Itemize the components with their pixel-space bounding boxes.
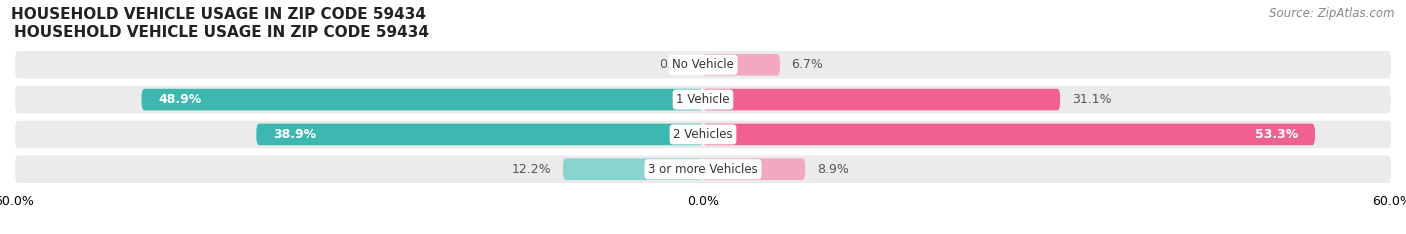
Text: 0.0%: 0.0%: [659, 58, 692, 71]
Text: 38.9%: 38.9%: [274, 128, 316, 141]
FancyBboxPatch shape: [703, 89, 1060, 110]
FancyBboxPatch shape: [14, 85, 1392, 114]
Text: 12.2%: 12.2%: [512, 163, 551, 176]
Text: Source: ZipAtlas.com: Source: ZipAtlas.com: [1270, 7, 1395, 20]
Text: HOUSEHOLD VEHICLE USAGE IN ZIP CODE 59434: HOUSEHOLD VEHICLE USAGE IN ZIP CODE 5943…: [14, 25, 429, 40]
FancyBboxPatch shape: [142, 89, 703, 110]
FancyBboxPatch shape: [14, 50, 1392, 80]
FancyBboxPatch shape: [256, 124, 703, 145]
Text: 8.9%: 8.9%: [817, 163, 849, 176]
FancyBboxPatch shape: [703, 158, 806, 180]
Text: 2 Vehicles: 2 Vehicles: [673, 128, 733, 141]
FancyBboxPatch shape: [562, 158, 703, 180]
Text: 1 Vehicle: 1 Vehicle: [676, 93, 730, 106]
Text: 6.7%: 6.7%: [792, 58, 824, 71]
FancyBboxPatch shape: [14, 120, 1392, 149]
Text: 53.3%: 53.3%: [1254, 128, 1298, 141]
FancyBboxPatch shape: [14, 154, 1392, 184]
Text: HOUSEHOLD VEHICLE USAGE IN ZIP CODE 59434: HOUSEHOLD VEHICLE USAGE IN ZIP CODE 5943…: [11, 7, 426, 22]
FancyBboxPatch shape: [703, 124, 1315, 145]
Text: No Vehicle: No Vehicle: [672, 58, 734, 71]
Text: 48.9%: 48.9%: [159, 93, 202, 106]
Text: 31.1%: 31.1%: [1071, 93, 1111, 106]
FancyBboxPatch shape: [703, 54, 780, 76]
Text: 3 or more Vehicles: 3 or more Vehicles: [648, 163, 758, 176]
